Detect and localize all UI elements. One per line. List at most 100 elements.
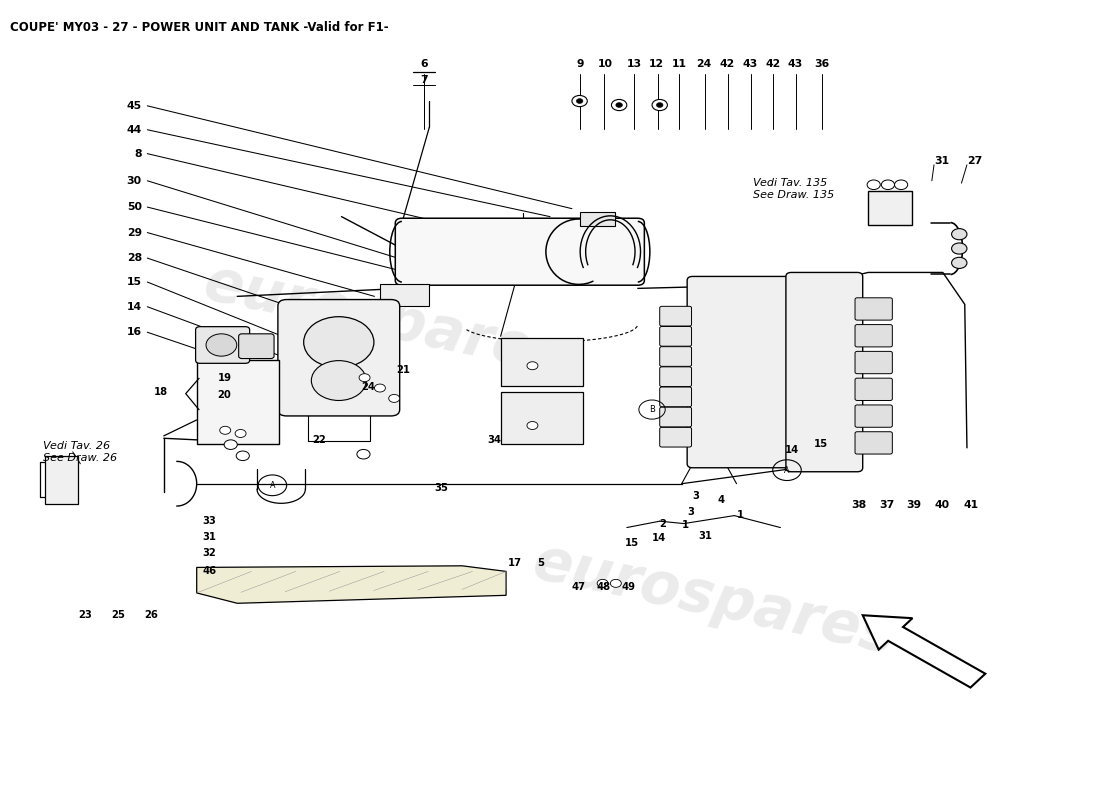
- Bar: [500, 338, 583, 386]
- Text: 26: 26: [144, 610, 158, 620]
- Circle shape: [224, 440, 238, 450]
- Text: 41: 41: [964, 500, 979, 510]
- Text: 2: 2: [660, 518, 667, 529]
- FancyBboxPatch shape: [785, 273, 862, 472]
- Circle shape: [576, 98, 583, 103]
- Circle shape: [356, 450, 370, 459]
- Circle shape: [952, 258, 967, 269]
- FancyBboxPatch shape: [278, 299, 399, 416]
- Circle shape: [610, 579, 621, 587]
- Text: 14: 14: [652, 533, 667, 543]
- Text: 32: 32: [202, 548, 216, 558]
- Circle shape: [881, 180, 894, 190]
- Text: 31: 31: [698, 530, 712, 541]
- Text: 6: 6: [420, 59, 428, 69]
- Text: 30: 30: [126, 176, 142, 186]
- Text: 17: 17: [508, 558, 522, 569]
- Circle shape: [359, 374, 370, 382]
- Text: 10: 10: [597, 59, 613, 69]
- Text: COUPE' MY03 - 27 - POWER UNIT AND TANK -Valid for F1-: COUPE' MY03 - 27 - POWER UNIT AND TANK -…: [10, 22, 388, 34]
- FancyArrow shape: [862, 615, 986, 687]
- FancyBboxPatch shape: [660, 427, 692, 447]
- Text: 28: 28: [126, 253, 142, 263]
- FancyBboxPatch shape: [395, 218, 645, 286]
- FancyBboxPatch shape: [855, 325, 892, 347]
- Text: 25: 25: [111, 610, 125, 620]
- Bar: [868, 191, 912, 225]
- Circle shape: [657, 102, 663, 107]
- Text: 15: 15: [813, 439, 827, 449]
- Text: 50: 50: [126, 202, 142, 212]
- Circle shape: [612, 99, 627, 110]
- FancyBboxPatch shape: [688, 277, 791, 468]
- Circle shape: [527, 362, 538, 370]
- Circle shape: [616, 102, 623, 107]
- Text: 29: 29: [126, 227, 142, 238]
- FancyBboxPatch shape: [660, 326, 692, 346]
- Circle shape: [236, 451, 250, 461]
- Text: 45: 45: [126, 101, 142, 111]
- Text: 12: 12: [649, 59, 664, 69]
- Text: 15: 15: [126, 277, 142, 287]
- FancyBboxPatch shape: [660, 346, 692, 366]
- Polygon shape: [197, 566, 506, 603]
- Text: 24: 24: [696, 59, 712, 69]
- Circle shape: [572, 95, 587, 106]
- FancyBboxPatch shape: [660, 306, 692, 326]
- FancyBboxPatch shape: [855, 351, 892, 374]
- Circle shape: [388, 394, 399, 402]
- Circle shape: [527, 422, 538, 430]
- Bar: [45, 456, 78, 504]
- Text: 35: 35: [434, 482, 449, 493]
- Text: 46: 46: [202, 566, 217, 577]
- Text: 44: 44: [126, 125, 142, 134]
- Circle shape: [235, 430, 246, 438]
- Text: 21: 21: [396, 365, 410, 374]
- Text: 31: 31: [202, 532, 217, 542]
- Text: 43: 43: [788, 59, 802, 69]
- Text: 42: 42: [719, 59, 735, 69]
- FancyBboxPatch shape: [660, 407, 692, 427]
- FancyBboxPatch shape: [239, 334, 274, 358]
- Circle shape: [952, 229, 967, 240]
- Text: 13: 13: [627, 59, 642, 69]
- Text: 42: 42: [766, 59, 780, 69]
- Text: 31: 31: [934, 156, 949, 166]
- FancyBboxPatch shape: [660, 367, 692, 386]
- Text: 18: 18: [154, 387, 168, 397]
- Text: 1: 1: [682, 520, 689, 530]
- Text: 43: 43: [742, 59, 757, 69]
- Text: 39: 39: [906, 500, 922, 510]
- Text: 48: 48: [596, 582, 611, 592]
- Circle shape: [652, 99, 668, 110]
- Text: 1: 1: [737, 510, 744, 520]
- Text: 34: 34: [487, 435, 502, 445]
- Text: 33: 33: [202, 516, 216, 526]
- Text: 14: 14: [784, 446, 799, 455]
- Text: 36: 36: [814, 59, 829, 69]
- Text: A: A: [784, 466, 790, 474]
- Circle shape: [894, 180, 908, 190]
- Text: 8: 8: [134, 149, 142, 158]
- FancyBboxPatch shape: [855, 298, 892, 320]
- Text: 14: 14: [126, 302, 142, 312]
- Circle shape: [867, 180, 880, 190]
- Text: 3: 3: [693, 490, 700, 501]
- Text: B: B: [649, 405, 654, 414]
- Text: 19: 19: [218, 373, 231, 382]
- Circle shape: [304, 317, 374, 368]
- Text: 16: 16: [126, 327, 142, 338]
- Text: 40: 40: [934, 500, 949, 510]
- Circle shape: [206, 334, 236, 356]
- Text: 38: 38: [851, 500, 867, 510]
- Text: 15: 15: [625, 538, 639, 549]
- Circle shape: [952, 243, 967, 254]
- Bar: [580, 212, 615, 226]
- Text: 27: 27: [967, 156, 982, 166]
- Text: 37: 37: [879, 500, 894, 510]
- Circle shape: [374, 384, 385, 392]
- Text: eurospares: eurospares: [199, 254, 572, 386]
- Text: 20: 20: [218, 390, 231, 400]
- Text: 47: 47: [572, 582, 586, 592]
- Text: 11: 11: [672, 59, 688, 69]
